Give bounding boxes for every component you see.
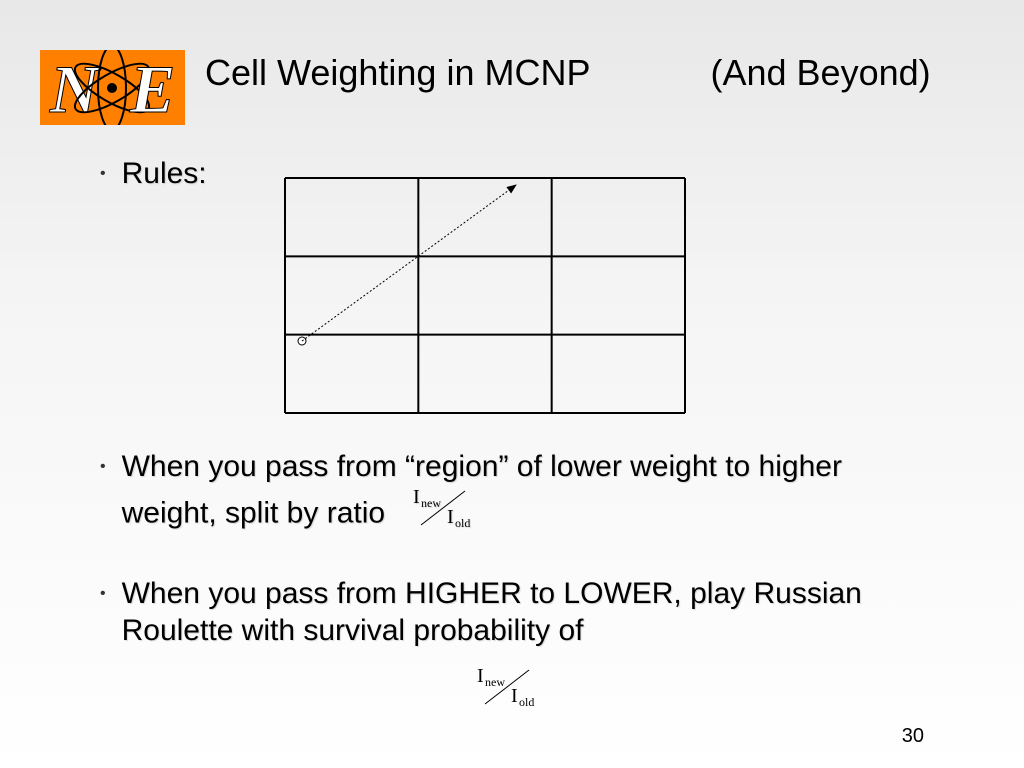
slide-title: Cell Weighting in MCNP (And Beyond)	[205, 50, 931, 95]
bullet-split: When you pass from “region” of lower wei…	[122, 448, 924, 545]
page-number: 30	[902, 725, 924, 748]
svg-text:I: I	[477, 665, 484, 687]
svg-text:N: N	[49, 51, 102, 125]
bullet-dot: •	[100, 585, 106, 603]
svg-text:old: old	[455, 516, 470, 530]
bullet-dot: •	[100, 458, 106, 476]
logo: N E	[40, 50, 185, 125]
grid-diagram	[280, 173, 690, 418]
ratio-fraction-2: I new I old	[100, 664, 924, 719]
svg-text:E: E	[129, 51, 175, 125]
bullet-dot: •	[100, 165, 106, 183]
svg-text:I: I	[511, 685, 518, 707]
svg-text:I: I	[413, 486, 420, 508]
ratio-fraction-1: I new I old	[403, 485, 493, 545]
svg-text:I: I	[447, 506, 454, 528]
svg-text:old: old	[519, 695, 534, 709]
svg-text:new: new	[421, 496, 441, 510]
bullet-rules: Rules:	[122, 155, 207, 193]
svg-text:new: new	[485, 675, 505, 689]
bullet-roulette: When you pass from HIGHER to LOWER, play…	[122, 575, 924, 650]
